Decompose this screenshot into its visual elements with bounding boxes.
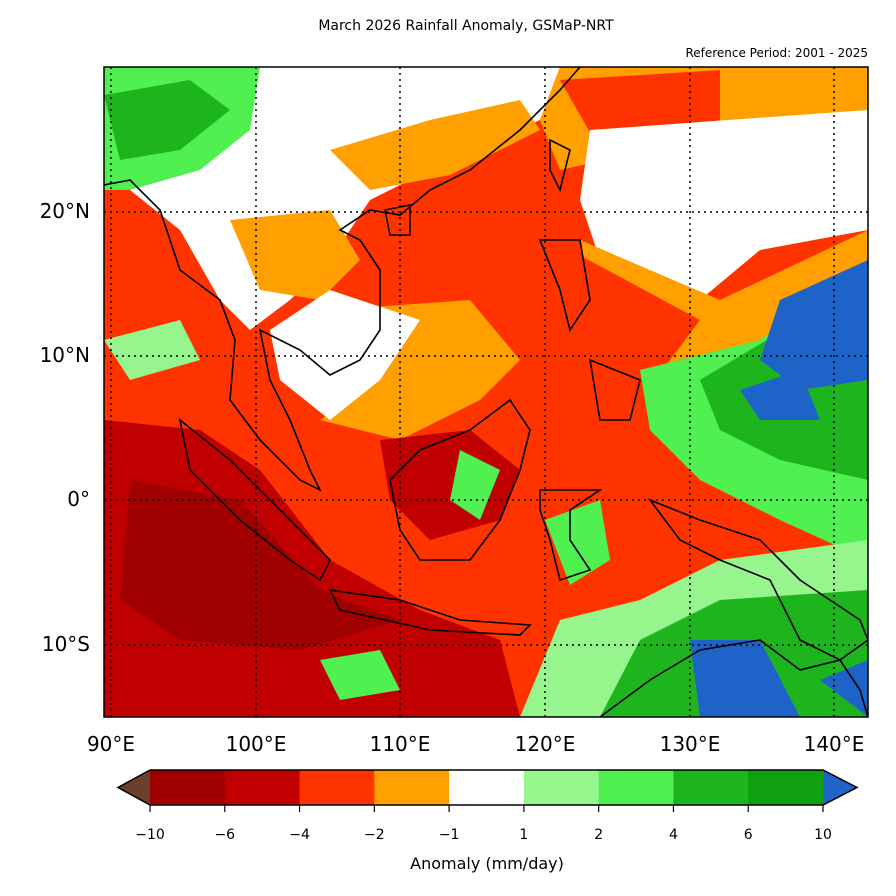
lon-label-140e: 140°E	[803, 732, 865, 756]
orange-region-china	[330, 100, 540, 190]
extreme-wet-pacific-2	[740, 370, 820, 420]
colorbar-label: Anomaly (mm/day)	[410, 854, 564, 873]
colorbar-tick-label: −1	[438, 827, 460, 843]
wet-andaman	[104, 320, 200, 380]
colorbar	[116, 769, 859, 812]
colorbar-extend-low	[118, 770, 150, 805]
extreme-wet-pacific-1	[760, 260, 868, 390]
very-dry-region	[120, 480, 400, 650]
lon-label-120e: 120°E	[514, 732, 576, 756]
lat-label-10s: 10°S	[41, 632, 90, 656]
colorbar-bin	[374, 770, 450, 805]
coastline-luzon	[538, 239, 591, 332]
colorbar-tick-label: −10	[135, 827, 165, 843]
extreme-wet-southeast-2	[820, 660, 868, 717]
lon-label-90e: 90°E	[86, 732, 136, 756]
colorbar-tick-label: −2	[364, 827, 385, 843]
lat-label-20n: 20°N	[39, 199, 90, 223]
map-frame	[103, 66, 869, 718]
colorbar-tick-label: 10	[814, 827, 832, 843]
very-wet-northwest	[104, 80, 230, 160]
anomaly-field	[104, 67, 868, 717]
colorbar-bin	[748, 770, 824, 805]
coastline-new-guinea	[647, 498, 868, 661]
neutral-gulf-of-thailand	[270, 290, 420, 420]
lon-label-130e: 130°E	[659, 732, 721, 756]
coastline-australia	[599, 639, 868, 717]
lat-label-10n: 10°N	[39, 343, 90, 367]
orange-region-north	[230, 210, 360, 300]
map-title: March 2026 Rainfall Anomaly, GSMaP-NRT	[318, 18, 614, 34]
colorbar-tick-label: 2	[594, 827, 604, 843]
coastlines	[104, 67, 868, 717]
colorbar-tick-label: 6	[743, 827, 753, 843]
extreme-wet-southeast-1	[690, 640, 800, 717]
lon-label-110e: 110°E	[369, 732, 431, 756]
colorbar-bin	[673, 770, 749, 805]
lon-label-100e: 100°E	[225, 732, 287, 756]
coastline-mindanao	[588, 358, 641, 421]
coastline-borneo	[389, 398, 531, 561]
lat-label-0: 0°	[67, 487, 90, 511]
colorbar-tick-label: 1	[519, 827, 529, 843]
reference-period: Reference Period: 2001 - 2025	[685, 46, 868, 60]
coastline-java	[328, 588, 532, 636]
coastline-sumatra	[178, 418, 331, 582]
coastline-indochina	[104, 67, 581, 492]
coastline-sulawesi	[539, 489, 603, 582]
colorbar-bin	[598, 770, 674, 805]
coastline-taiwan	[549, 138, 571, 193]
colorbar-tick-label: −6	[214, 827, 236, 843]
colorbar-tick-label: −4	[289, 827, 310, 843]
colorbar-bin	[523, 770, 600, 805]
gridlines	[104, 67, 868, 717]
dry-borneo	[380, 430, 520, 540]
colorbar-bin	[449, 770, 525, 805]
wet-sulawesi	[545, 500, 610, 585]
wet-indian-ocean	[320, 650, 400, 700]
wet-borneo	[450, 450, 500, 520]
colorbar-bin	[224, 770, 301, 805]
colorbar-tick-label: 4	[668, 827, 678, 843]
colorbar-bin	[150, 770, 226, 805]
colorbar-extend-high	[823, 770, 857, 805]
neutral-region-east	[580, 110, 868, 300]
coastline-hainan	[384, 204, 411, 236]
colorbar-bin	[299, 770, 375, 805]
